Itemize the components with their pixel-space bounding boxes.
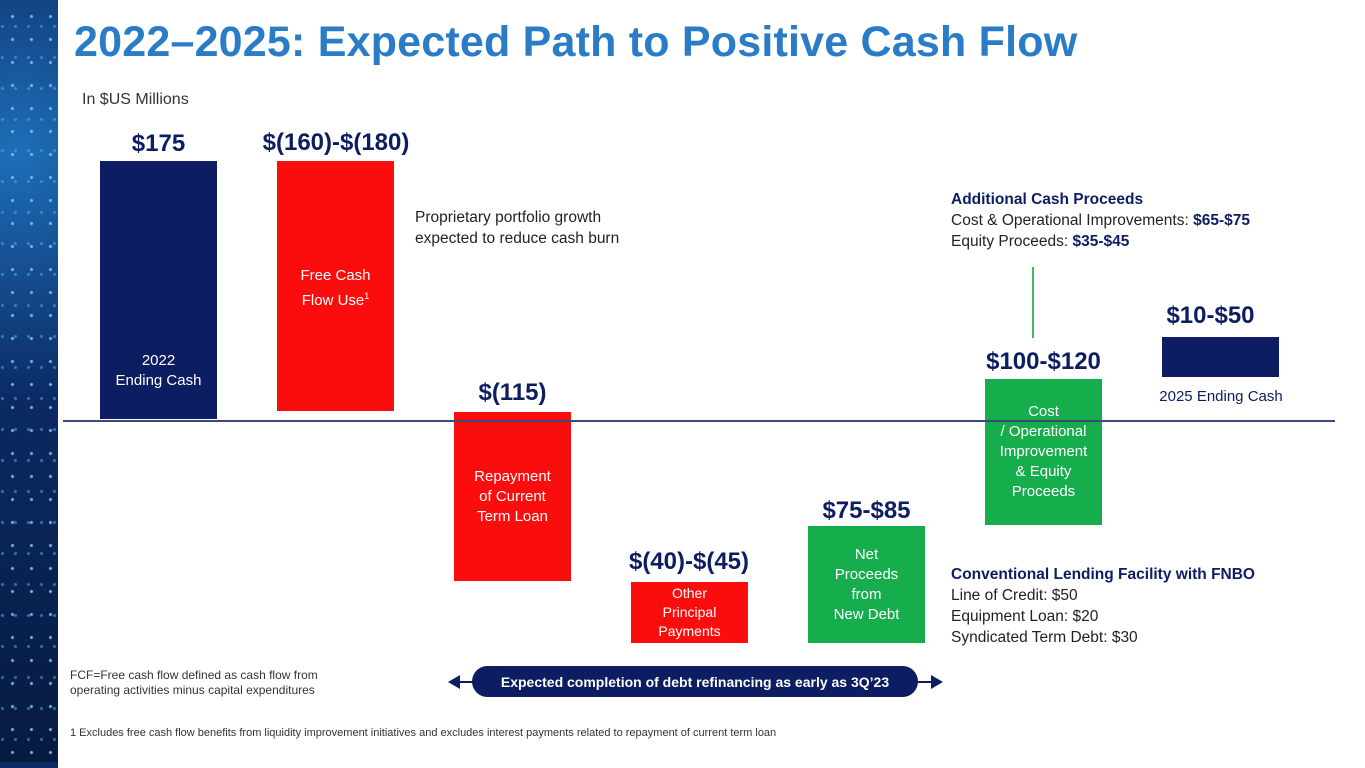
fcf-definition-note: FCF=Free cash flow defined as cash flow … (70, 668, 318, 697)
arrow-right-icon (931, 675, 943, 689)
decorative-side-graphic (0, 0, 58, 768)
additional-heading: Additional Cash Proceeds (951, 191, 1144, 208)
zero-baseline (63, 420, 1335, 422)
bar-term-loan-repayment: Repayment of Current Term Loan (454, 412, 571, 581)
bar-label: Cost / Operational Improvement & Equity … (999, 403, 1088, 500)
value-label-ending-cash-2025: $10-$50 (1166, 302, 1255, 329)
bar-label: Repayment of Current Term Loan (474, 467, 551, 525)
lending-line: Equipment Loan: $20 (951, 608, 1099, 625)
lending-heading: Conventional Lending Facility with FNBO (951, 566, 1255, 583)
lending-line: Syndicated Term Debt: $30 (951, 629, 1138, 646)
bar-ending-cash-2025 (1162, 337, 1279, 377)
debt-refinancing-timeline: Expected completion of debt refinancing … (472, 666, 918, 697)
ending-cash-2025-label: 2025 Ending Cash (1159, 388, 1283, 405)
page-title: 2022–2025: Expected Path to Positive Cas… (74, 18, 1078, 66)
units-label: In $US Millions (82, 91, 189, 108)
cost-improvements-value: $65-$75 (1193, 212, 1250, 229)
value-label-ending-cash-2022: $175 (131, 130, 186, 157)
bar-cost-equity-proceeds: Cost / Operational Improvement & Equity … (985, 379, 1102, 525)
connector-line (1032, 267, 1034, 338)
equity-proceeds-value: $35-$45 (1072, 233, 1130, 250)
value-label-other-principal: $(40)-$(45) (628, 548, 750, 575)
decorative-side-cap (0, 762, 58, 768)
bar-label: Other Principal Payments (658, 585, 721, 639)
bar-free-cash-flow-use: Free Cash Flow Use1 (277, 161, 394, 411)
bar-other-principal-payments: Other Principal Payments (631, 582, 748, 643)
equity-proceeds-label: Equity Proceeds: (951, 233, 1073, 250)
value-label-net-proceeds: $75-$85 (822, 497, 911, 524)
value-label-term-loan-repayment: $(115) (478, 379, 547, 406)
timeline-arrow-line-left (458, 681, 474, 683)
timeline-arrow-line-right (916, 681, 934, 683)
value-label-cost-equity: $100-$120 (986, 348, 1101, 375)
bar-label: Free Cash Flow Use (300, 267, 371, 309)
lending-facility-box: Conventional Lending Facility with FNBO … (951, 564, 1255, 648)
footnote-1: 1 Excludes free cash flow benefits from … (70, 727, 777, 739)
additional-cash-proceeds-box: Additional Cash Proceeds Cost & Operatio… (951, 189, 1250, 252)
lending-line: Line of Credit: $50 (951, 587, 1078, 604)
footnote-marker: 1 (364, 291, 370, 301)
bar-label: 2022 Ending Cash (115, 352, 202, 389)
value-label-free-cash-flow-use: $(160)-$(180) (262, 129, 410, 156)
bar-ending-cash-2022: 2022 Ending Cash (100, 161, 217, 419)
bar-net-proceeds-new-debt: Net Proceeds from New Debt (808, 526, 925, 643)
portfolio-growth-note: Proprietary portfolio growth expected to… (415, 209, 620, 247)
bar-label: Net Proceeds from New Debt (833, 545, 900, 623)
cost-improvements-label: Cost & Operational Improvements: (951, 212, 1194, 229)
arrow-left-icon (448, 675, 460, 689)
